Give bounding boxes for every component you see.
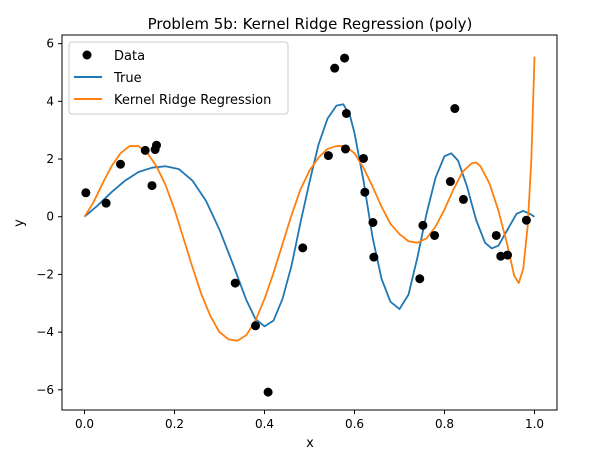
data-point bbox=[418, 220, 428, 230]
x-tick-label: 0.2 bbox=[165, 417, 184, 431]
data-point bbox=[445, 177, 455, 187]
x-tick-label: 1.0 bbox=[525, 417, 544, 431]
data-point bbox=[101, 198, 111, 208]
data-point bbox=[450, 104, 460, 114]
x-tick-label: 0.0 bbox=[75, 417, 94, 431]
data-point bbox=[81, 188, 91, 198]
series-layer bbox=[81, 53, 536, 397]
x-tick-label: 0.6 bbox=[345, 417, 364, 431]
y-tick-label: −4 bbox=[36, 325, 54, 339]
series-line-kernel-ridge-regression bbox=[83, 56, 536, 342]
data-point bbox=[430, 230, 440, 240]
data-point bbox=[415, 274, 425, 284]
y-tick-label: 0 bbox=[46, 210, 54, 224]
y-tick-label: −2 bbox=[36, 267, 54, 281]
data-point bbox=[359, 153, 368, 163]
data-point bbox=[116, 159, 125, 169]
data-point bbox=[496, 251, 506, 261]
legend-label-data: Data bbox=[114, 49, 145, 64]
data-point bbox=[360, 187, 370, 197]
data-point bbox=[341, 144, 350, 154]
data-point bbox=[140, 145, 150, 155]
data-point bbox=[503, 250, 512, 260]
y-tick-label: 4 bbox=[46, 94, 54, 108]
legend-box bbox=[68, 41, 289, 115]
data-point bbox=[230, 278, 240, 288]
legend-label-true: True bbox=[113, 71, 142, 86]
x-tick-label: 0.8 bbox=[435, 417, 454, 431]
data-point bbox=[147, 181, 157, 191]
data-point bbox=[263, 387, 273, 397]
data-point bbox=[368, 218, 378, 227]
plot-frame bbox=[61, 34, 558, 411]
data-point bbox=[330, 63, 340, 73]
data-point bbox=[521, 215, 531, 225]
legend: Data True Kernel Ridge Regression bbox=[68, 41, 289, 115]
data-point bbox=[298, 243, 308, 253]
data-point bbox=[323, 151, 333, 161]
data-point bbox=[341, 108, 351, 118]
data-point bbox=[152, 140, 161, 150]
data-point bbox=[340, 53, 350, 63]
data-point bbox=[458, 194, 468, 204]
data-point bbox=[251, 321, 260, 331]
legend-label-krr: Kernel Ridge Regression bbox=[114, 93, 271, 108]
tick-layer: 0.0 0.2 0.4 0.6 0.8 1.0 −6 −4 −2 0 2 4 6 bbox=[36, 37, 544, 431]
y-axis-label: y bbox=[12, 219, 27, 227]
y-tick-label: 2 bbox=[46, 152, 54, 166]
x-axis-label: x bbox=[306, 436, 314, 451]
legend-marker-data bbox=[82, 50, 92, 60]
x-tick-label: 0.4 bbox=[255, 417, 274, 431]
y-tick-label: 6 bbox=[46, 37, 54, 51]
chart-title: Problem 5b: Kernel Ridge Regression (pol… bbox=[148, 15, 473, 33]
y-tick-label: −6 bbox=[36, 383, 54, 397]
data-point bbox=[369, 252, 379, 262]
data-point bbox=[491, 230, 501, 240]
